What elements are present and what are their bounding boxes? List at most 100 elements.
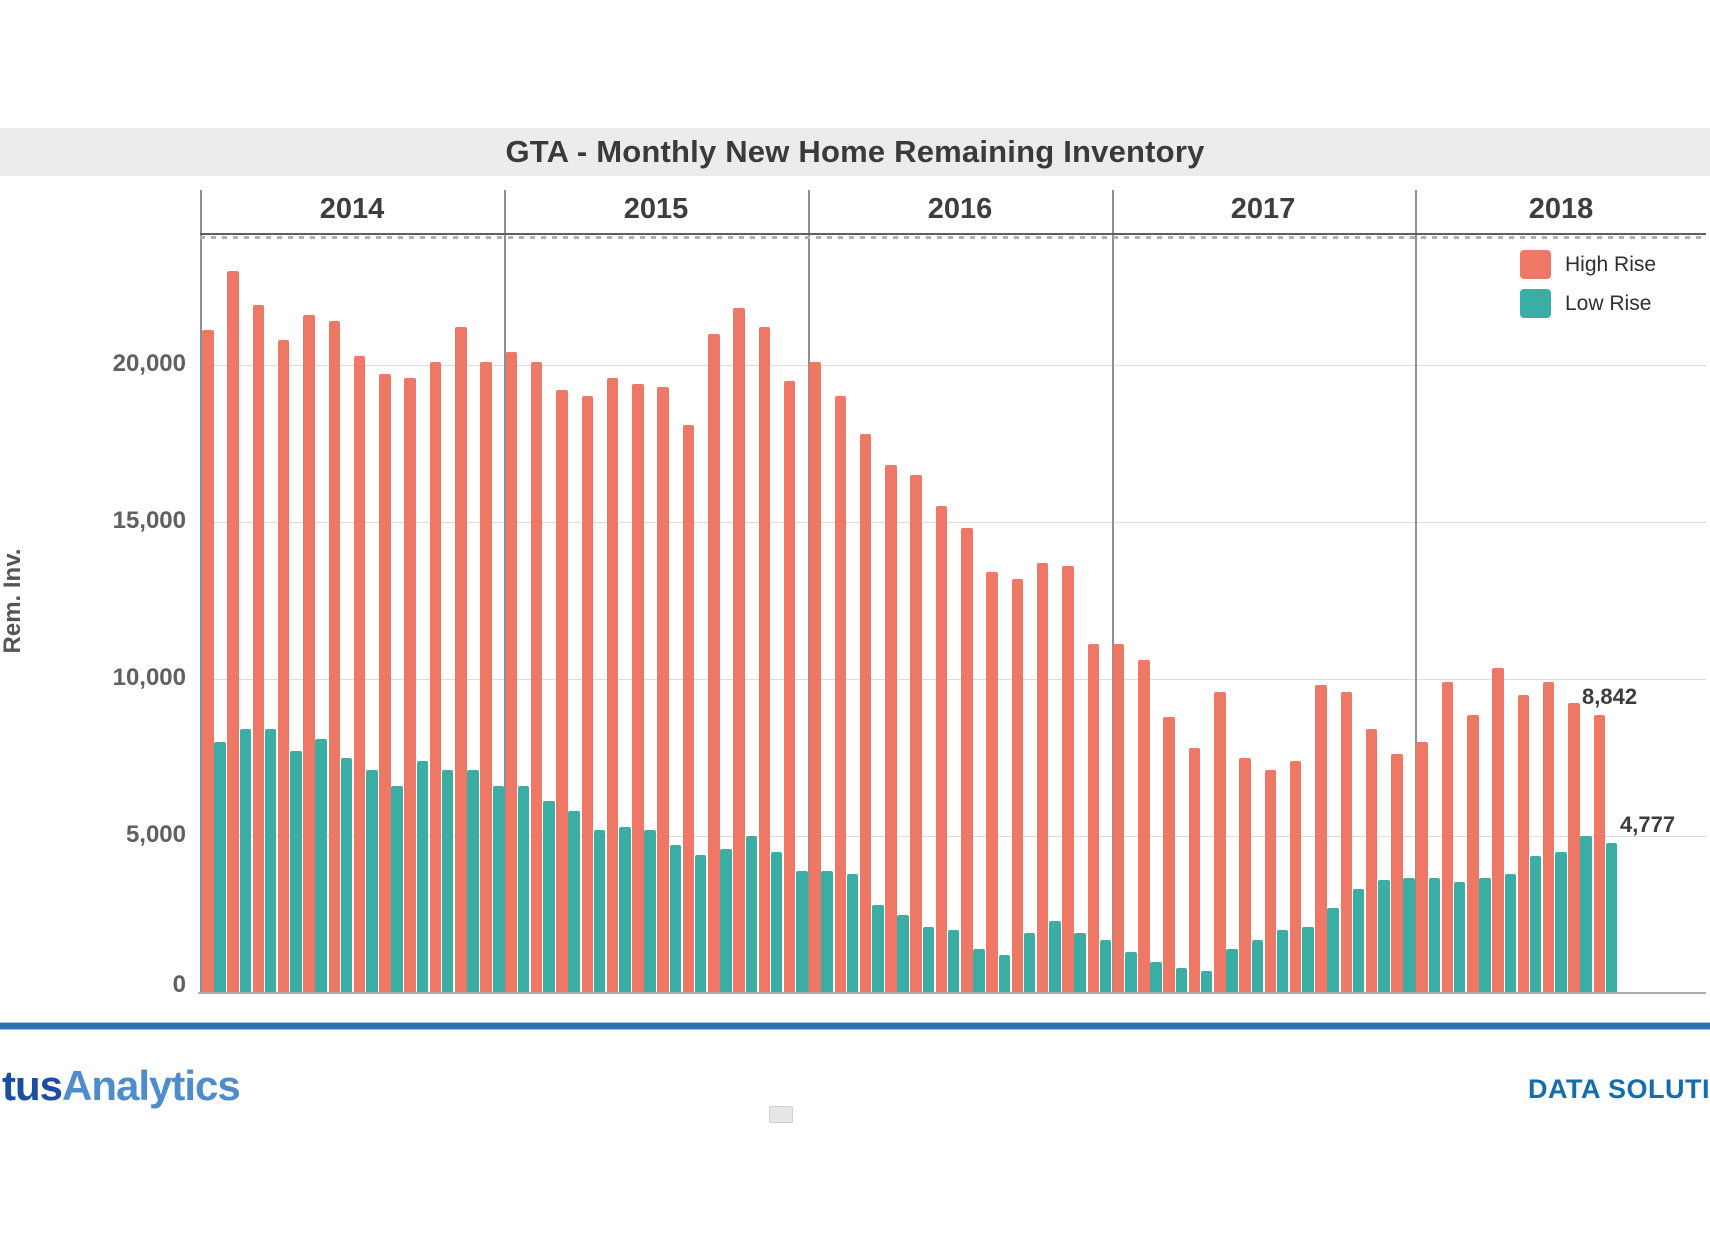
bar-high-rise [1365, 729, 1378, 993]
data-solutions-label: DATA SOLUTIO [1528, 1074, 1710, 1104]
bar-high-rise [455, 327, 467, 993]
bar-low-rise [669, 845, 682, 993]
x-axis-baseline [198, 992, 1706, 994]
bar-high-rise [404, 378, 416, 993]
bar-low-rise [796, 871, 808, 993]
bar-high-rise [859, 434, 872, 993]
bar-high-rise [530, 362, 543, 993]
bar-high-rise [379, 374, 391, 993]
x-axis-top-rule [200, 233, 1706, 235]
bar-low-rise [467, 770, 479, 993]
bar-high-rise [657, 387, 669, 993]
bar-low-rise [441, 770, 454, 993]
bar-low-rise [214, 742, 226, 993]
bar-high-rise [227, 271, 239, 993]
bar-low-rise [1529, 856, 1542, 993]
bar-high-rise [1163, 717, 1175, 993]
bar-low-rise [998, 955, 1010, 993]
bar-high-rise [910, 475, 922, 993]
bar-low-rise [846, 874, 859, 993]
bar-high-rise [834, 396, 846, 993]
low-rise-swatch-icon [1520, 289, 1551, 318]
bar-high-rise [1188, 748, 1201, 993]
bar-high-rise [708, 334, 720, 993]
bar-low-rise [1175, 968, 1188, 993]
bar-high-rise [632, 384, 644, 993]
legend-item-high-rise: High Rise [1520, 250, 1700, 279]
bar-high-rise [1214, 692, 1226, 993]
bar-low-rise [391, 786, 403, 993]
high-rise-swatch-icon [1520, 250, 1551, 279]
bar-high-rise [328, 321, 340, 993]
bar-high-rise [1087, 644, 1099, 993]
y-axis-title: Rem. Inv. [0, 548, 26, 654]
bar-low-rise [1580, 836, 1592, 993]
bar-low-rise [1074, 933, 1086, 993]
small-artifact-icon [769, 1106, 793, 1123]
bar-low-rise [416, 761, 429, 993]
y-axis-tick-label: 15,000 [112, 507, 186, 534]
bar-high-rise [682, 425, 695, 993]
bar-high-rise [353, 356, 366, 993]
year-label: 2018 [1528, 193, 1594, 225]
x-axis-tick-marks [200, 236, 1706, 239]
bar-high-rise [1391, 754, 1403, 993]
bar-low-rise [1049, 921, 1061, 993]
bar-low-rise [1555, 852, 1567, 993]
bar-low-rise [770, 852, 783, 993]
data-label-high-rise: 8,842 [1582, 684, 1638, 709]
bar-low-rise [517, 786, 530, 993]
bar-low-rise [1302, 927, 1314, 993]
y-axis-tick-label: 5,000 [125, 821, 186, 848]
title-bar: GTA - Monthly New Home Remaining Invento… [0, 128, 1710, 176]
bar-high-rise [252, 305, 265, 993]
bar-high-rise [1011, 579, 1024, 993]
bar-high-rise [303, 315, 315, 993]
bar-low-rise [947, 930, 960, 993]
footer-divider [0, 1022, 1710, 1030]
bar-high-rise [1036, 563, 1049, 993]
bar-high-rise [1062, 566, 1074, 993]
bar-high-rise [1517, 695, 1530, 993]
bar-low-rise [1125, 952, 1137, 993]
y-axis-tick-label: 0 [172, 971, 186, 998]
bar-high-rise [429, 362, 442, 993]
bar-low-rise [366, 770, 378, 993]
bar-low-rise [492, 786, 504, 993]
bar-high-rise [733, 308, 745, 993]
bar-low-rise [644, 830, 656, 993]
bar-high-rise [1542, 682, 1555, 993]
bar-low-rise [315, 739, 327, 993]
bar-high-rise [1467, 715, 1479, 993]
legend-label-low-rise: Low Rise [1565, 291, 1652, 315]
bar-high-rise [556, 390, 568, 993]
bar-low-rise [745, 836, 757, 993]
y-axis-tick-label: 10,000 [112, 664, 186, 691]
bar-low-rise [264, 729, 277, 993]
bar-high-rise [1340, 692, 1352, 993]
bar-low-rise [568, 811, 580, 993]
bar-low-rise [543, 801, 555, 993]
bar-low-rise [897, 915, 909, 994]
bar-high-rise [1289, 761, 1302, 993]
bar-low-rise [1504, 874, 1516, 993]
bar-low-rise [922, 927, 935, 993]
legend: High Rise Low Rise [1520, 250, 1700, 328]
bar-low-rise [1023, 933, 1036, 993]
bar-low-rise [1150, 962, 1162, 993]
gridline [200, 365, 1706, 366]
logo-text-light: Analytics [62, 1062, 241, 1109]
bar-high-rise [961, 528, 973, 993]
gridline [200, 836, 1706, 837]
logo-text-dark: tus [2, 1062, 63, 1109]
year-separator-line [504, 190, 506, 993]
year-label: 2014 [319, 193, 385, 225]
bar-high-rise [505, 352, 518, 993]
bar-high-rise [1112, 644, 1125, 993]
bar-low-rise [1403, 878, 1415, 993]
bar-low-rise [239, 729, 251, 993]
bar-high-rise [885, 465, 897, 993]
bar-high-rise [1593, 715, 1605, 993]
bar-high-rise [277, 340, 290, 993]
